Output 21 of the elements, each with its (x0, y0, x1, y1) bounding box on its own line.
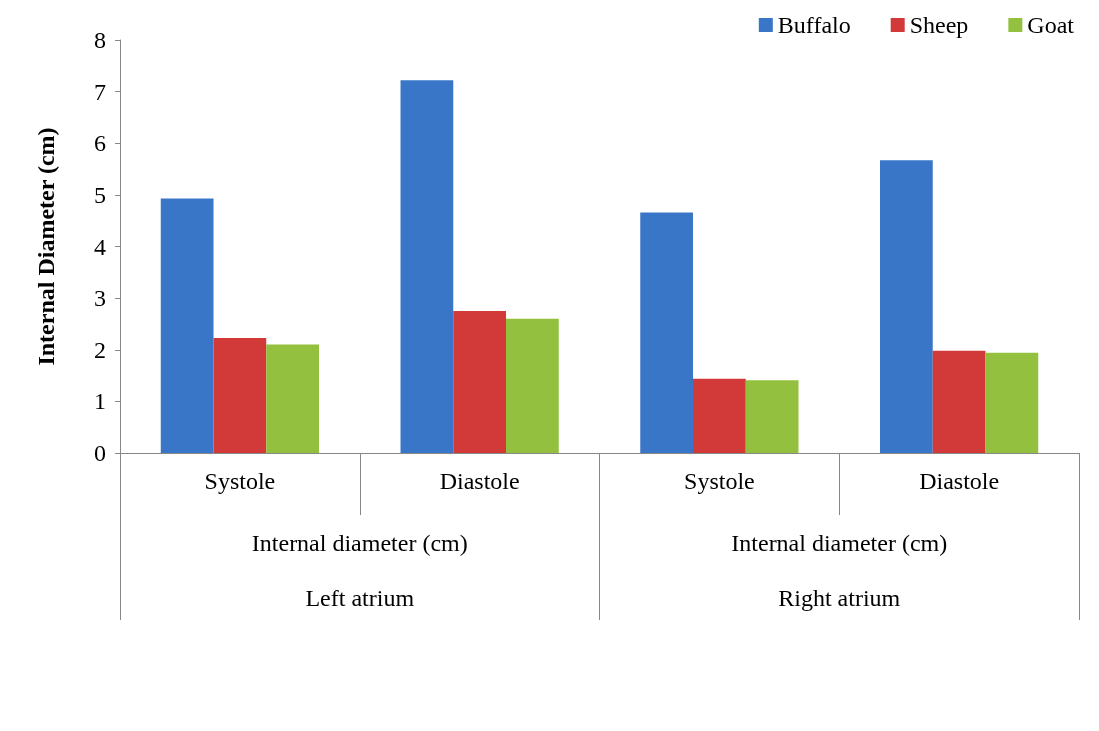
legend-label: Goat (1027, 12, 1075, 38)
y-tick-label: 2 (94, 336, 106, 363)
text: Internal diameter (cm) (731, 530, 948, 556)
text: Left atrium (305, 585, 415, 611)
text: Internal diameter (cm) (251, 530, 468, 556)
x-tick-label: Diastole (439, 468, 520, 494)
y-tick-label: 3 (94, 285, 106, 312)
y-tick-label: 5 (94, 181, 106, 208)
legend-label: Sheep (909, 12, 969, 38)
y-tick-label: 6 (94, 130, 106, 157)
y-tick-label: 1 (94, 388, 106, 415)
x-tick-label: Systole (204, 468, 276, 494)
legend-label: Buffalo (777, 12, 851, 38)
y-axis-title: Internal Diameter (cm) (33, 127, 59, 366)
y-tick-label: 8 (94, 27, 106, 53)
y-tick-label: 7 (94, 78, 106, 105)
y-tick-label: 0 (94, 440, 106, 466)
text: Right atrium (778, 585, 901, 611)
y-tick-label: 4 (94, 233, 106, 260)
x-tick-label: Diastole (919, 468, 1000, 494)
x-tick-label: Systole (684, 468, 755, 494)
